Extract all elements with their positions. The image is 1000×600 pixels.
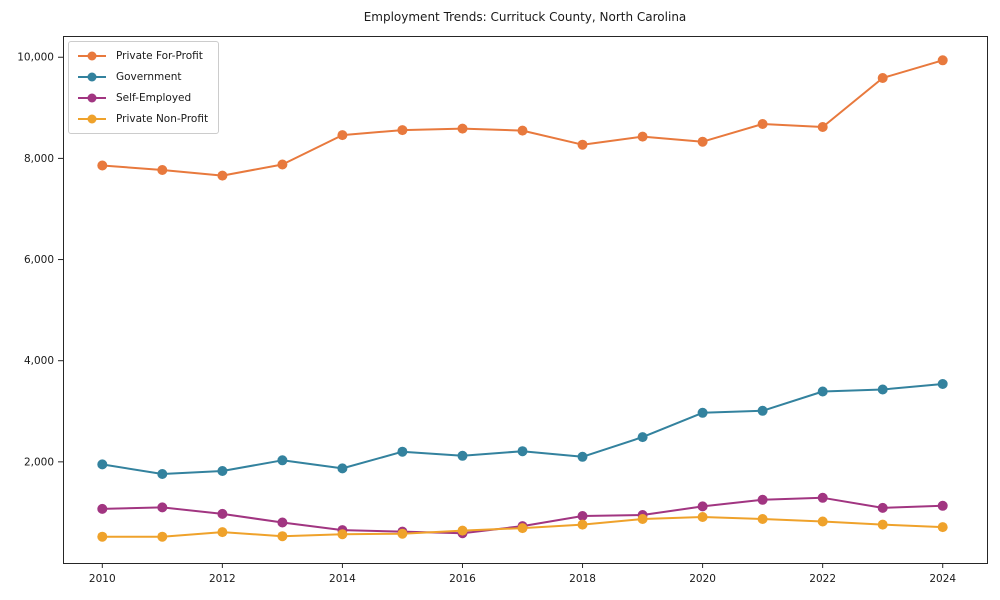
data-point-marker — [937, 522, 948, 533]
x-tick-label: 2024 — [929, 573, 956, 585]
data-point-marker — [217, 170, 228, 181]
data-point-marker — [157, 165, 168, 175]
y-tick-label: 6,000 — [24, 254, 54, 266]
data-point-marker — [517, 523, 528, 534]
data-point-marker — [277, 531, 288, 542]
legend-swatch-icon — [78, 114, 106, 124]
y-tick-label: 10,000 — [17, 52, 54, 64]
data-point-marker — [757, 494, 768, 505]
data-point-marker — [877, 73, 888, 83]
data-point-marker — [637, 432, 648, 443]
legend-label: Private Non-Profit — [116, 113, 209, 125]
legend-swatch-icon — [78, 93, 106, 103]
legend-marker — [87, 114, 97, 124]
legend-label: Government — [116, 71, 182, 83]
legend-marker — [87, 72, 97, 82]
series-line — [101, 59, 944, 177]
data-point-marker — [457, 525, 468, 536]
data-point-marker — [277, 455, 288, 466]
data-point-marker — [337, 130, 348, 141]
series-line — [101, 383, 944, 475]
data-point-marker — [697, 512, 708, 522]
legend-marker — [87, 51, 97, 61]
legend-item: Government — [77, 69, 208, 85]
series-private-for-profit — [97, 55, 948, 181]
data-point-marker — [577, 139, 588, 150]
data-point-marker — [877, 519, 888, 530]
series-private-non-profit — [97, 512, 948, 542]
data-point-marker — [817, 492, 828, 503]
legend-label: Self-Employed — [116, 92, 192, 104]
plot-border — [63, 36, 988, 564]
data-point-marker — [157, 531, 168, 542]
data-point-marker — [517, 446, 528, 457]
data-point-marker — [757, 405, 768, 416]
series-government — [97, 379, 948, 479]
data-point-marker — [397, 528, 408, 539]
data-point-marker — [97, 503, 108, 514]
legend-label: Private For-Profit — [116, 50, 203, 62]
data-point-marker — [697, 501, 708, 512]
series-layer — [97, 55, 948, 542]
legend-marker — [87, 93, 97, 103]
data-point-marker — [97, 160, 108, 171]
y-tick-label: 8,000 — [24, 153, 54, 165]
data-point-marker — [277, 159, 288, 170]
data-point-marker — [937, 379, 948, 389]
y-tick-label: 4,000 — [24, 355, 54, 367]
data-point-marker — [937, 500, 948, 511]
data-point-marker — [97, 531, 108, 542]
data-point-marker — [277, 517, 288, 528]
x-tick-label: 2012 — [209, 573, 236, 585]
data-point-marker — [577, 451, 588, 462]
x-tick-label: 2020 — [689, 573, 716, 585]
data-point-marker — [937, 55, 948, 66]
data-point-marker — [697, 407, 708, 418]
data-point-marker — [397, 125, 408, 136]
legend-item: Private For-Profit — [77, 48, 208, 64]
x-tick-label: 2014 — [329, 573, 356, 585]
legend-swatch-icon — [78, 51, 106, 61]
chart-title: Employment Trends: Currituck County, Nor… — [364, 10, 687, 24]
x-tick-label: 2010 — [89, 573, 116, 585]
data-point-marker — [457, 123, 468, 134]
data-point-marker — [217, 466, 228, 476]
legend: Private For-Profit Government Self-Employe… — [68, 41, 220, 134]
data-point-marker — [157, 502, 168, 513]
data-point-marker — [637, 514, 648, 524]
data-point-marker — [457, 450, 468, 461]
data-point-marker — [157, 469, 168, 479]
data-point-marker — [817, 386, 828, 397]
axes-layer: 2,000 4,000 6,000 8,000 10,000 2010 2012 2014 20… — [17, 36, 988, 585]
data-point-marker — [577, 511, 588, 521]
data-point-marker — [817, 122, 828, 132]
data-point-marker — [757, 514, 768, 524]
data-point-marker — [517, 125, 528, 136]
data-point-marker — [877, 502, 888, 513]
data-point-marker — [577, 519, 588, 530]
y-tick-label: 2,000 — [24, 456, 54, 468]
data-point-marker — [877, 384, 888, 395]
legend-item: Self-Employed — [77, 90, 208, 106]
legend-item: Private Non-Profit — [77, 111, 208, 127]
data-point-marker — [217, 527, 228, 538]
data-point-marker — [637, 131, 648, 142]
x-tick-label: 2018 — [569, 573, 596, 585]
x-tick-label: 2016 — [449, 573, 476, 585]
data-point-marker — [337, 463, 348, 474]
data-point-marker — [97, 459, 108, 470]
data-point-marker — [217, 508, 228, 519]
data-point-marker — [397, 446, 408, 457]
x-tick-label: 2022 — [809, 573, 836, 585]
data-point-marker — [697, 136, 708, 147]
data-point-marker — [757, 119, 768, 129]
legend-swatch-icon — [78, 72, 106, 82]
data-point-marker — [817, 516, 828, 527]
data-point-marker — [337, 529, 348, 540]
